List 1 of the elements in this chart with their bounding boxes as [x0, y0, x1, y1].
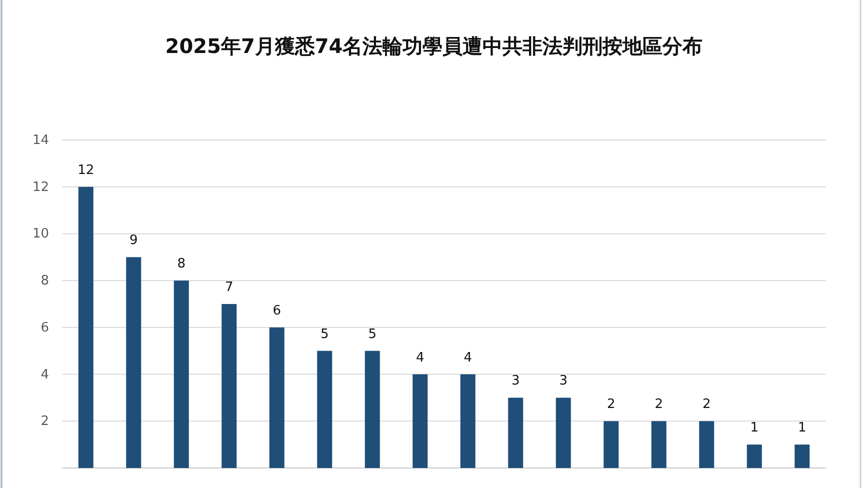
title: 2025年7月獲悉74名法輪功學員遭中共非法判刑按地區分布: [165, 34, 703, 58]
